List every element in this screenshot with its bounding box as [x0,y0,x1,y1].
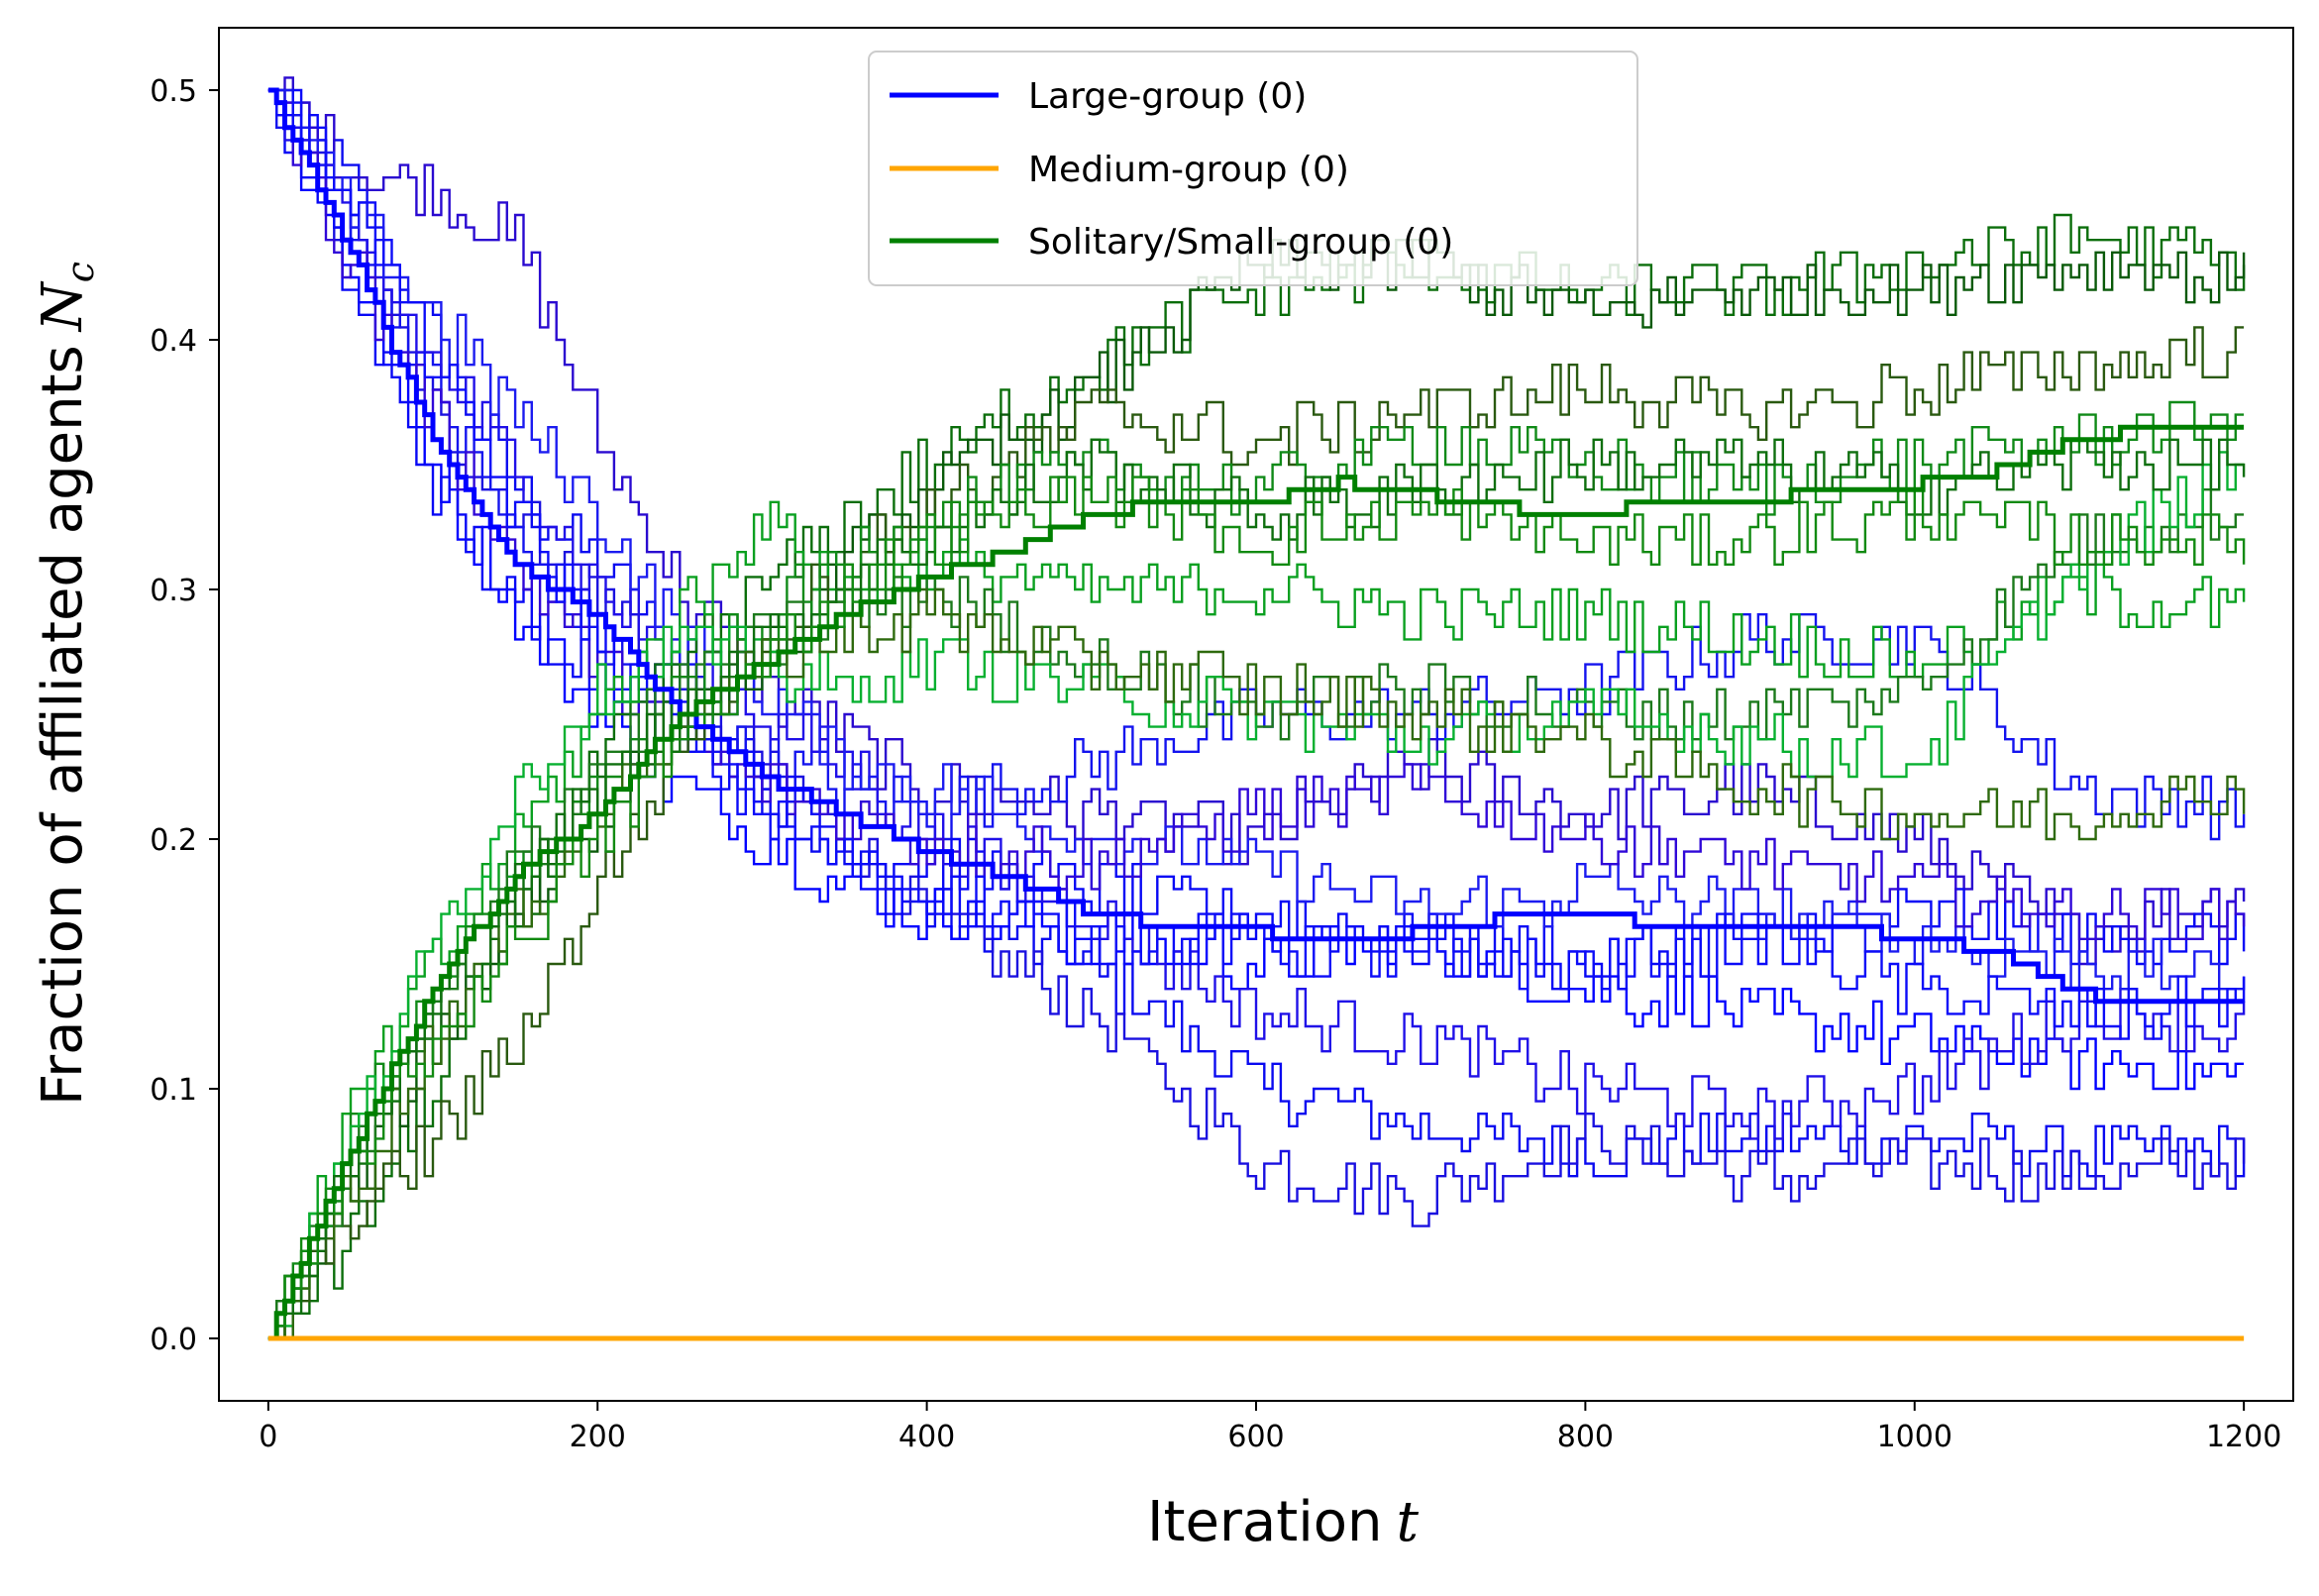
y-tick-label: 0.2 [150,823,197,858]
y-axis-title: Fraction of affiliated agents Nc [31,262,102,1106]
run-line-large-7 [267,88,2246,1003]
legend-label-small: Solitary/Small-group (0) [1028,222,1453,263]
y-axis-ticks: 0.0 0.1 0.2 0.3 0.4 0.5 [150,74,219,1357]
x-tick-label: 600 [1227,1420,1284,1454]
legend-label-medium: Medium-group (0) [1028,150,1349,190]
y-axis-variable-subscript: c [58,262,102,282]
legend-box [868,51,1638,286]
y-tick-label: 0.0 [150,1323,197,1357]
legend: Large-group (0) Medium-group (0) Solitar… [868,51,1638,286]
mean-lines [267,87,2245,1341]
run-line-large-8 [267,88,2246,940]
run-line-large-6 [267,88,2246,1140]
y-tick-label: 0.1 [150,1073,197,1108]
y-tick-label: 0.5 [150,74,197,109]
x-tick-label: 200 [570,1420,626,1454]
x-axis-ticks: 0 200 400 600 800 1000 1200 [259,1401,2281,1454]
run-line-small-13 [267,326,2245,1340]
run-line-small-16 [267,451,2245,1340]
legend-label-large: Large-group (0) [1028,76,1307,117]
x-tick-label: 800 [1557,1420,1614,1454]
y-axis-variable: N [31,280,95,333]
x-axis-title: Iteration t [1147,1490,1420,1554]
y-tick-label: 0.3 [150,574,197,608]
y-tick-label: 0.4 [150,324,197,359]
x-tick-label: 0 [259,1420,277,1454]
mean-line-1 [267,424,2245,1341]
mean-line-0 [267,87,2245,1005]
y-axis-label: Fraction of affiliated agents [31,345,95,1106]
x-tick-label: 1000 [1877,1420,1952,1454]
x-axis-label: Iteration [1147,1490,1383,1554]
x-tick-label: 1200 [2206,1420,2281,1454]
x-axis-variable: t [1397,1490,1420,1554]
x-tick-label: 400 [898,1420,955,1454]
run-line-large-3 [267,88,2245,1091]
